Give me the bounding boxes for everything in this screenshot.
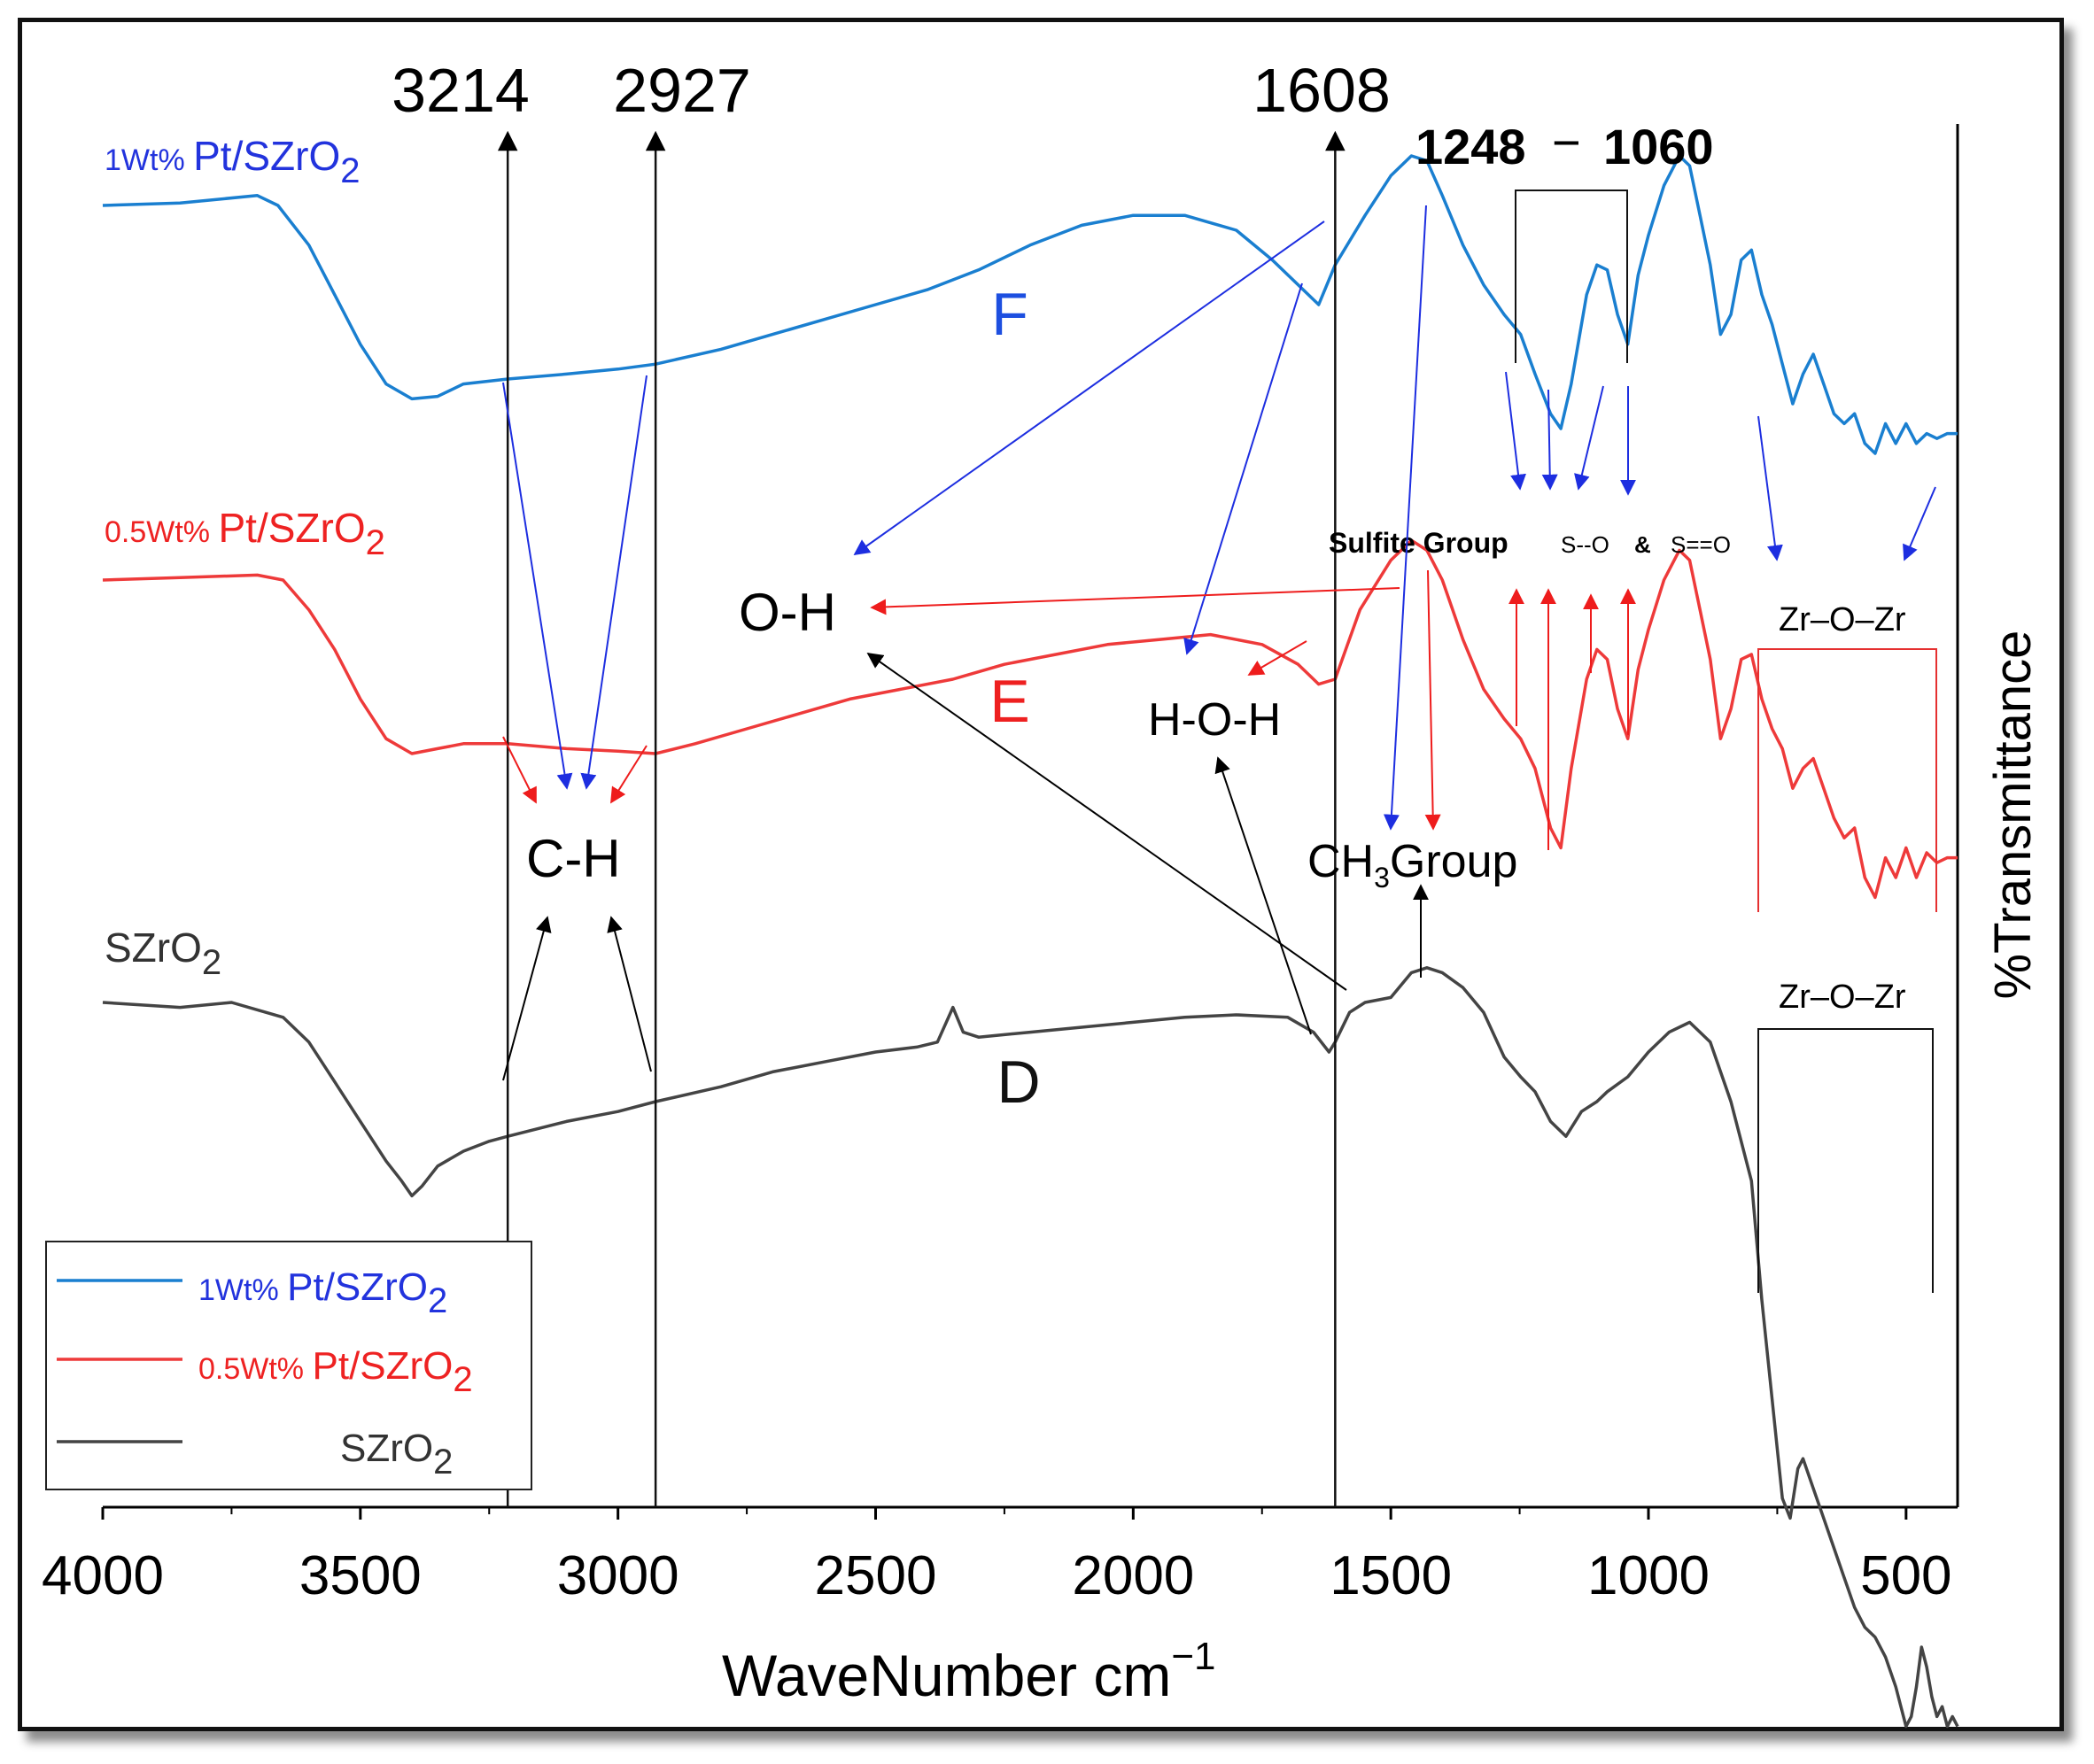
y-axis-label: %Transmittance (1984, 631, 2042, 1000)
axes: 4000 3500 3000 2500 2000 1500 1000 500 (42, 124, 1959, 1606)
so-double-label: S==O (1671, 531, 1731, 558)
legend-prefix: 0.5Wt% (198, 1352, 312, 1386)
arrow-black-oh (866, 652, 1347, 991)
legend-box (45, 1241, 532, 1490)
sulfate-range-bracket: 1248 − 1060 (1415, 114, 1714, 363)
legend-label-1: 0.5Wt% Pt/SZrO2 (198, 1344, 473, 1399)
arrow-blue-so-3 (1574, 385, 1604, 491)
arrow-red-ch-1 (502, 736, 537, 804)
annotations: C-H O-H H-O-H CH3Group Sulfite Group S--… (526, 527, 1731, 894)
arrow-blue-zr-1 (1757, 415, 1783, 561)
series-line-0 (102, 154, 1958, 455)
curve-letter-D: D (997, 1048, 1040, 1116)
arrow-blue-oh (853, 220, 1325, 556)
arrow-blue-ch-1 (502, 382, 573, 790)
arrow-black-ch-1 (502, 916, 552, 1081)
inline-label-2: SZrO2 (105, 925, 221, 982)
sulfite-label: Sulfite Group (1329, 527, 1508, 559)
ch3-suffix: Group (1390, 836, 1518, 887)
arrow-red-oh (870, 587, 1400, 615)
x-axis-label: WaveNumber cm−1 (722, 1635, 1215, 1708)
legend-main: SZrO (340, 1427, 433, 1470)
x-tick-label-1000: 1000 (1587, 1545, 1710, 1606)
inline-label-main: Pt/SZrO (218, 505, 365, 551)
inline-label-1: 0.5Wt% Pt/SZrO2 (105, 505, 385, 562)
hoh-label: H-O-H (1148, 694, 1281, 746)
arrow-blue-ch-2 (580, 375, 648, 790)
x-tick-label-4000: 4000 (42, 1545, 164, 1606)
arrow-blue-so-1 (1505, 371, 1526, 491)
peak-label-3214: 3214 (392, 56, 530, 125)
arrow-black-ch-2 (607, 916, 652, 1072)
range-label-dash: − (1552, 114, 1581, 170)
inline-label-prefix: 0.5Wt% (105, 515, 218, 549)
peak-label-1608: 1608 (1253, 56, 1391, 125)
x-axis-label-text: WaveNumber cm (722, 1643, 1171, 1708)
legend-main: Pt/SZrO (312, 1344, 453, 1388)
zr-label-upper: Zr–O–Zr (1779, 601, 1906, 638)
x-tick-label-1500: 1500 (1330, 1545, 1452, 1606)
x-axis-label-sup: −1 (1171, 1635, 1215, 1678)
series-line-1 (102, 538, 1958, 900)
legend-label-2: SZrO2 (340, 1427, 453, 1482)
arrow-blue-so-2 (1541, 389, 1558, 491)
inline-label-0: 1Wt% Pt/SZrO2 (105, 133, 361, 190)
annotation-arrows (502, 205, 1936, 1081)
arrow-blue-zr-2 (1903, 486, 1936, 561)
zr-bracket-upper: Zr–O–Zr (1757, 601, 1937, 912)
zr-bracket-lower: Zr–O–Zr (1757, 979, 1934, 1293)
range-bracket-line (1515, 190, 1628, 363)
so-amp-label: & (1634, 531, 1651, 558)
inline-label-main: SZrO (105, 925, 202, 971)
arrow-red-ch-2 (610, 745, 648, 804)
legend-sub: 2 (428, 1281, 447, 1320)
zr-label-lower: Zr–O–Zr (1779, 979, 1906, 1016)
legend-main: Pt/SZrO (287, 1265, 428, 1309)
inline-label-main: Pt/SZrO (193, 133, 340, 179)
ch-label: C-H (526, 829, 621, 888)
curve-letter-E: E (989, 668, 1029, 735)
oh-label: O-H (739, 583, 836, 642)
arrow-blue-hoh (1183, 282, 1303, 655)
series-line-2 (102, 966, 1959, 1729)
ch3-prefix: CH (1307, 836, 1374, 887)
peak-label-2927: 2927 (613, 56, 751, 125)
x-tick-label-2000: 2000 (1072, 1545, 1194, 1606)
range-label-start: 1248 (1415, 119, 1526, 174)
curve-letter-F: F (991, 281, 1028, 348)
range-label-end: 1060 (1603, 119, 1714, 174)
so-single-label: S--O (1561, 531, 1609, 558)
x-tick-label-2500: 2500 (815, 1545, 937, 1606)
x-tick-label-500: 500 (1860, 1545, 1951, 1606)
arrow-black-hoh (1214, 756, 1312, 1035)
arrow-blue-ch3 (1383, 205, 1427, 831)
inline-label-sub: 2 (202, 943, 221, 982)
inline-label-sub: 2 (366, 523, 385, 562)
inline-label-sub: 2 (340, 151, 360, 190)
x-tick-label-3500: 3500 (299, 1545, 422, 1606)
arrow-red-hoh (1247, 640, 1307, 676)
arrow-red-ch3 (1424, 569, 1441, 831)
legend-label-0: 1Wt% Pt/SZrO2 (198, 1265, 447, 1320)
ch3-group-label: CH3Group (1307, 836, 1517, 894)
ch3-sub: 3 (1374, 862, 1390, 894)
x-tick-label-3000: 3000 (557, 1545, 679, 1606)
zr-bracket-upper-line (1757, 648, 1937, 912)
legend-prefix: 1Wt% (198, 1273, 287, 1307)
inline-label-prefix: 1Wt% (105, 143, 193, 177)
zr-bracket-lower-line (1757, 1028, 1934, 1293)
legend-sub: 2 (453, 1360, 472, 1399)
legend-sub: 2 (433, 1443, 453, 1482)
